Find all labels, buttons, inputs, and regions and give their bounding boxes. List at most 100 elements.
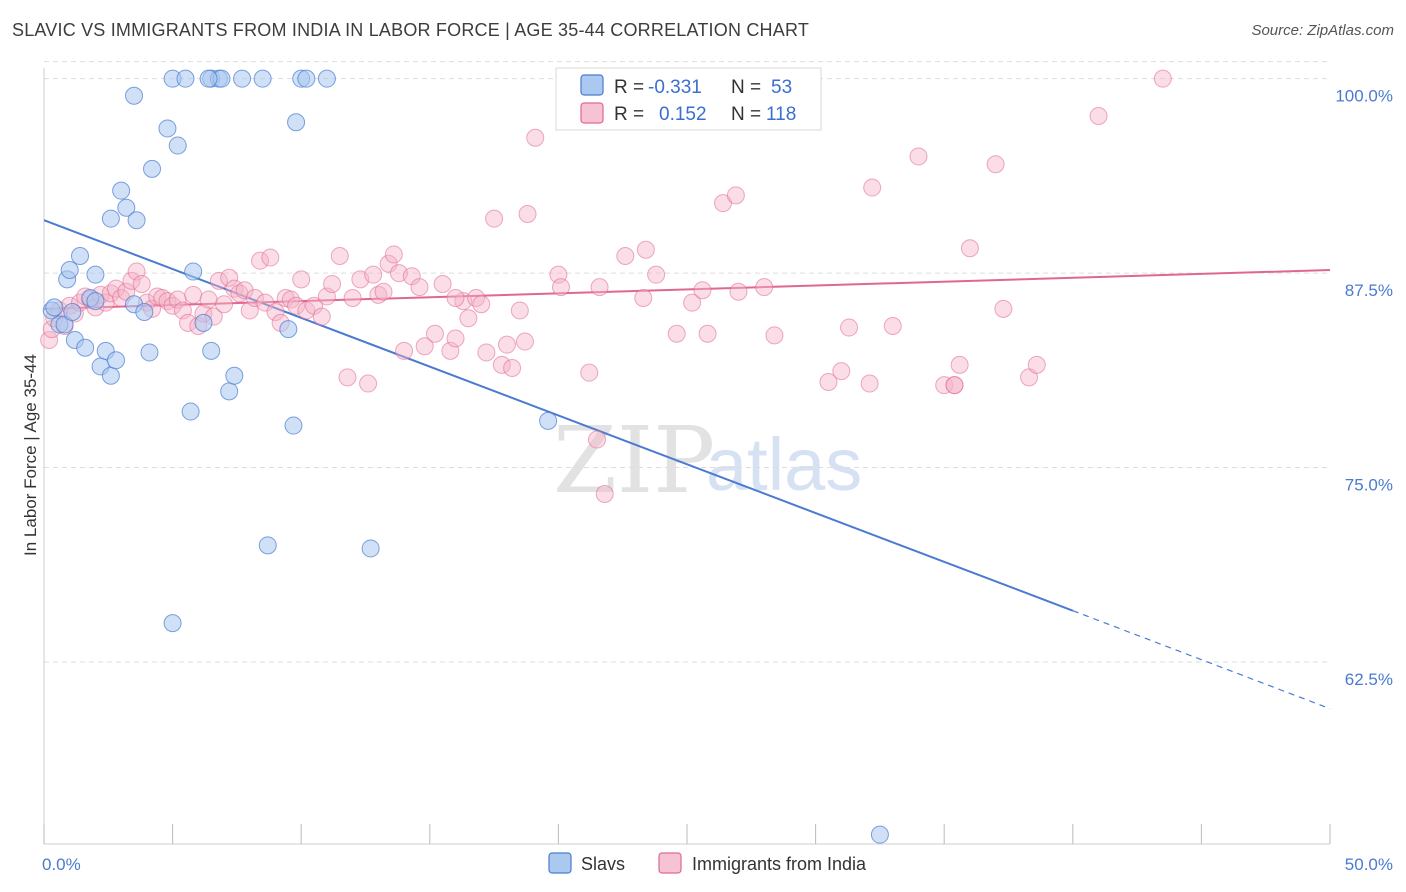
y-tick-labels: 62.5% 75.0% 87.5% 100.0% — [1335, 87, 1393, 689]
india-point — [251, 251, 270, 270]
gridlines — [44, 61, 1330, 663]
slavs-point — [287, 113, 306, 132]
slavs-point — [143, 159, 162, 178]
slavs-point — [71, 247, 90, 265]
india-point — [266, 303, 285, 321]
watermark: ZIP atlas — [553, 407, 862, 514]
legend-india-swatch — [658, 852, 682, 874]
india-point — [107, 279, 126, 298]
india-point — [497, 335, 516, 354]
slavs-point — [258, 536, 277, 555]
india-point — [374, 282, 393, 301]
india-point — [863, 178, 882, 197]
india-point — [616, 247, 635, 265]
legend-slavs-swatch — [548, 852, 572, 874]
source-label: Source: ZipAtlas.com — [1251, 22, 1394, 39]
india-point — [832, 362, 851, 381]
slavs-point — [225, 366, 244, 385]
slavs-point — [112, 181, 131, 200]
y-axis-title: In Labor Force | Age 35-44 — [21, 354, 40, 556]
india-point — [384, 245, 403, 264]
slavs-trend-line — [43, 219, 1074, 612]
india-point — [909, 147, 928, 166]
india-point — [960, 239, 979, 258]
india-point — [132, 275, 151, 293]
chart-title: SLAVIC VS IMMIGRANTS FROM INDIA IN LABOR… — [12, 20, 810, 40]
india-point — [245, 289, 264, 307]
x-tick-label-max: 50.0% — [1345, 855, 1393, 874]
india-r-label: R = — [614, 104, 644, 125]
india-point — [860, 374, 879, 393]
india-point — [950, 355, 969, 374]
india-point — [410, 278, 429, 297]
india-point — [338, 368, 357, 387]
slavs-point — [233, 69, 252, 88]
slavs-point — [317, 69, 336, 88]
y-tick-label: 87.5% — [1345, 281, 1393, 300]
slavs-trend-extension — [1072, 610, 1331, 710]
india-n-label: N = — [731, 104, 761, 125]
slavs-point — [107, 351, 126, 370]
slavs-point — [158, 119, 177, 138]
india-point — [510, 301, 529, 320]
slavs-point — [253, 69, 272, 88]
slavs-r-label: R = — [614, 77, 644, 98]
india-r-value: 0.152 — [659, 104, 707, 125]
slavs-point — [168, 136, 187, 155]
india-point — [256, 293, 275, 312]
india-legend-swatch — [580, 102, 604, 124]
slavs-point — [45, 298, 64, 317]
india-point — [220, 268, 239, 287]
india-point — [379, 254, 398, 273]
india-point — [683, 293, 702, 312]
india-point — [1027, 355, 1046, 374]
y-tick-label: 75.0% — [1345, 476, 1393, 495]
india-point — [287, 296, 306, 315]
y-tick-label: 100.0% — [1335, 87, 1393, 106]
slavs-point — [220, 382, 239, 401]
india-point — [729, 282, 748, 301]
india-point — [364, 265, 383, 284]
india-point — [693, 281, 712, 300]
india-point — [667, 324, 686, 343]
india-point — [647, 265, 666, 284]
x-tick-labels: 0.0% 50.0% — [42, 855, 1393, 874]
axes — [43, 68, 1331, 845]
slavs-point — [199, 69, 218, 88]
india-point — [935, 376, 954, 395]
slavs-point — [86, 265, 105, 284]
india-point — [369, 285, 388, 304]
india-point — [840, 318, 859, 337]
india-point — [40, 331, 59, 349]
slavs-n-label: N = — [731, 77, 761, 98]
india-point — [446, 329, 465, 348]
india-point — [122, 271, 141, 290]
india-point — [526, 128, 545, 147]
slavs-point — [163, 614, 182, 633]
india-point — [698, 324, 717, 343]
slavs-point — [127, 211, 146, 230]
india-point — [515, 332, 534, 351]
india-point — [425, 324, 444, 343]
india-trend-line — [43, 269, 1331, 310]
india-point — [765, 326, 784, 345]
slavs-point — [135, 303, 154, 321]
india-point — [459, 309, 478, 328]
slavs-point — [140, 343, 159, 362]
india-point — [755, 278, 774, 297]
india-point — [472, 295, 491, 314]
india-point — [994, 299, 1013, 318]
india-point — [634, 289, 653, 307]
slavs-point — [63, 303, 82, 321]
slavs-point — [101, 366, 120, 385]
india-point — [395, 341, 414, 360]
slavs-point — [117, 198, 136, 217]
stats-legend: R = -0.331 N = 53 R = 0.152 N = 118 — [555, 67, 822, 131]
series-slavs-points — [42, 69, 889, 844]
india-point — [235, 281, 254, 300]
india-point — [819, 373, 838, 391]
watermark-zip: ZIP — [553, 407, 715, 514]
india-point — [359, 374, 378, 393]
india-point — [199, 290, 218, 309]
india-point — [153, 289, 172, 307]
